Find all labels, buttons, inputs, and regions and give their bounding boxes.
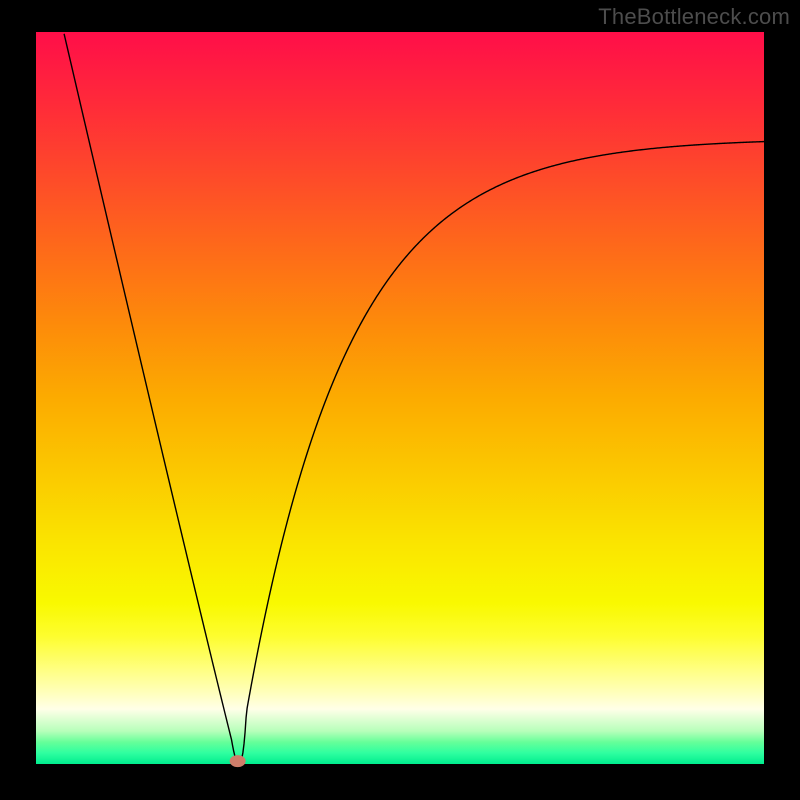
chart-container: TheBottleneck.com [0, 0, 800, 800]
bottleneck-plot [0, 0, 800, 800]
optimal-point-marker [230, 755, 246, 767]
watermark-text: TheBottleneck.com [598, 4, 790, 30]
gradient-background [36, 32, 764, 764]
